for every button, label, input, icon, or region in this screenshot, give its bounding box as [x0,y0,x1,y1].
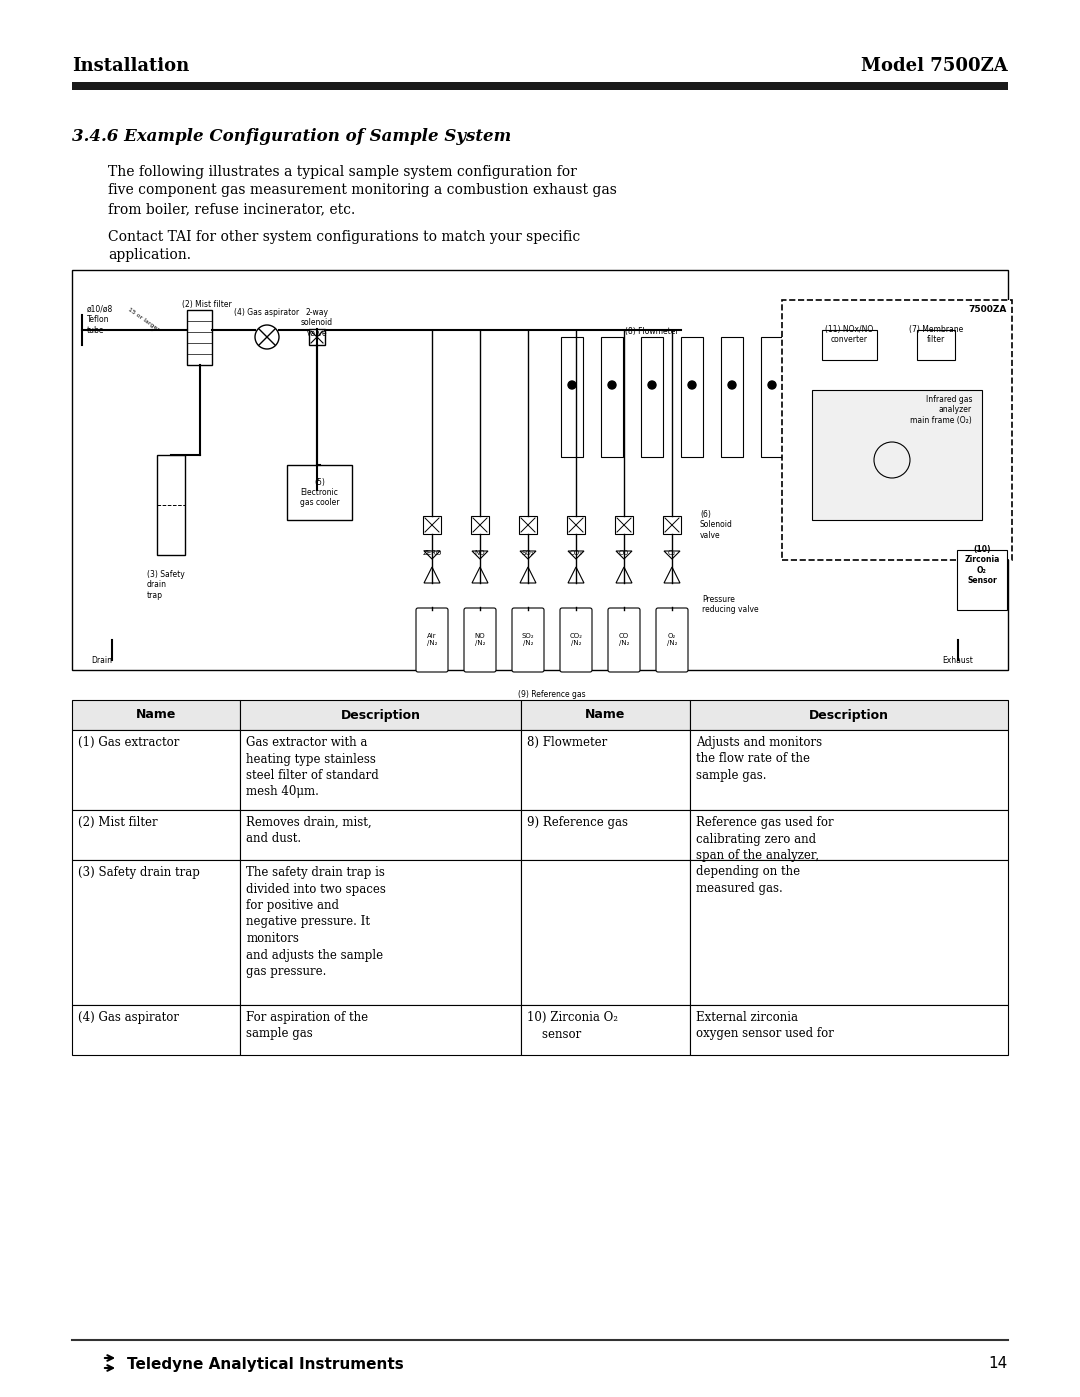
Bar [241,731,522,810]
Text: The following illustrates a typical sample system configuration for
five compone: The following illustrates a typical samp… [108,165,617,215]
Text: For aspiration of the
sample gas: For aspiration of the sample gas [246,1011,368,1041]
Text: NO
/N₂: NO /N₂ [475,633,485,647]
Bar [287,465,352,520]
Circle shape [648,381,656,388]
Text: 15 or larger: 15 or larger [127,307,160,332]
Bar [187,310,212,365]
Text: Installation: Installation [72,57,189,75]
Bar [241,810,522,861]
Bar [957,550,1007,610]
Bar [241,861,522,1004]
Text: (10)
Zirconia
O₂
Sensor: (10) Zirconia O₂ Sensor [964,545,1000,585]
Bar [782,300,1012,560]
Text: CO: CO [619,550,629,556]
Bar [72,810,241,861]
Text: Description: Description [341,708,421,721]
Bar [681,337,703,457]
Bar [615,515,633,534]
Text: (1) Gas extractor: (1) Gas extractor [78,736,179,749]
Text: (11) NOx/NO
converter: (11) NOx/NO converter [825,326,874,345]
Text: (4) Gas aspirator: (4) Gas aspirator [234,307,299,317]
Text: ø10/ø8
Teflon
tube: ø10/ø8 Teflon tube [87,305,113,335]
Bar [72,861,241,1004]
Bar [72,700,241,731]
Text: External zirconia
oxygen sensor used for: External zirconia oxygen sensor used for [696,1011,834,1041]
Text: (9) Reference gas: (9) Reference gas [518,690,585,698]
Text: Pressure
reducing valve: Pressure reducing valve [702,595,758,615]
FancyBboxPatch shape [416,608,448,672]
Bar [423,515,441,534]
Text: Name: Name [585,708,625,721]
Bar [561,337,583,457]
Bar [917,330,955,360]
Bar [72,731,241,810]
Bar [690,861,1008,1004]
Bar [471,515,489,534]
Text: Drain: Drain [92,657,112,665]
Bar [72,82,1008,89]
Text: 14: 14 [989,1356,1008,1372]
Bar [642,337,663,457]
Text: (7) Membrane
filter: (7) Membrane filter [909,326,963,345]
Bar [157,455,185,555]
Text: Adjusts and monitors
the flow rate of the
sample gas.: Adjusts and monitors the flow rate of th… [696,736,822,782]
Bar [519,515,537,534]
Bar [567,515,585,534]
Bar [600,337,623,457]
Bar [522,731,690,810]
Text: CO
/N₂: CO /N₂ [619,633,630,647]
Text: (2) Mist filter: (2) Mist filter [78,816,158,828]
Text: (5)
Electronic
gas cooler: (5) Electronic gas cooler [300,478,339,507]
Text: O₂
/N₂: O₂ /N₂ [666,633,677,647]
Bar [241,1004,522,1055]
Bar [522,700,690,731]
Text: Reference gas used for
calibrating zero and
span of the analyzer,
depending on t: Reference gas used for calibrating zero … [696,816,834,895]
Circle shape [568,381,576,388]
Bar [522,810,690,861]
Text: (6)
Solenoid
valve: (6) Solenoid valve [700,510,733,539]
Bar [761,337,783,457]
Text: (2) Mist filter: (2) Mist filter [183,300,232,309]
Text: (4) Gas aspirator: (4) Gas aspirator [78,1011,179,1024]
Text: O₂: O₂ [667,550,676,556]
Text: 7500ZA: 7500ZA [969,305,1007,314]
Bar [690,1004,1008,1055]
Bar [822,330,877,360]
FancyBboxPatch shape [656,608,688,672]
Bar [721,337,743,457]
Text: 8) Flowmeter: 8) Flowmeter [527,736,608,749]
Bar [690,700,1008,731]
Text: Teledyne Analytical Instruments: Teledyne Analytical Instruments [127,1356,404,1372]
Text: SO₂
/N₂: SO₂ /N₂ [522,633,535,647]
Circle shape [608,381,616,388]
Text: Contact TAI for other system configurations to match your specific
application.: Contact TAI for other system configurati… [108,231,580,263]
Text: 9) Reference gas: 9) Reference gas [527,816,629,828]
Text: Air
/N₂: Air /N₂ [427,633,437,647]
Text: Exhaust: Exhaust [943,657,973,665]
Circle shape [728,381,735,388]
Text: Removes drain, mist,
and dust.: Removes drain, mist, and dust. [246,816,373,845]
Text: (8) Flowmeter: (8) Flowmeter [625,327,679,337]
Bar [690,810,1008,861]
Text: Gas extractor with a
heating type stainless
steel filter of standard
mesh 40μm.: Gas extractor with a heating type stainl… [246,736,379,799]
FancyBboxPatch shape [512,608,544,672]
FancyBboxPatch shape [464,608,496,672]
Bar [690,731,1008,810]
Text: CO₂: CO₂ [569,550,582,556]
Text: 10) Zirconia O₂
    sensor: 10) Zirconia O₂ sensor [527,1011,618,1041]
Text: Infrared gas
analyzer
main frame (O₂): Infrared gas analyzer main frame (O₂) [910,395,972,425]
Text: Name: Name [136,708,176,721]
Text: (3) Safety
drain
trap: (3) Safety drain trap [147,570,185,599]
Text: CO₂
/N₂: CO₂ /N₂ [569,633,582,647]
Text: 2-way
solenoid
valve: 2-way solenoid valve [301,307,333,338]
FancyBboxPatch shape [561,608,592,672]
Bar [812,390,982,520]
Bar [72,270,1008,671]
Bar [663,515,681,534]
Bar [241,700,522,731]
Circle shape [688,381,696,388]
Bar [309,330,325,345]
Text: NO: NO [475,550,485,556]
Circle shape [768,381,777,388]
FancyBboxPatch shape [608,608,640,672]
